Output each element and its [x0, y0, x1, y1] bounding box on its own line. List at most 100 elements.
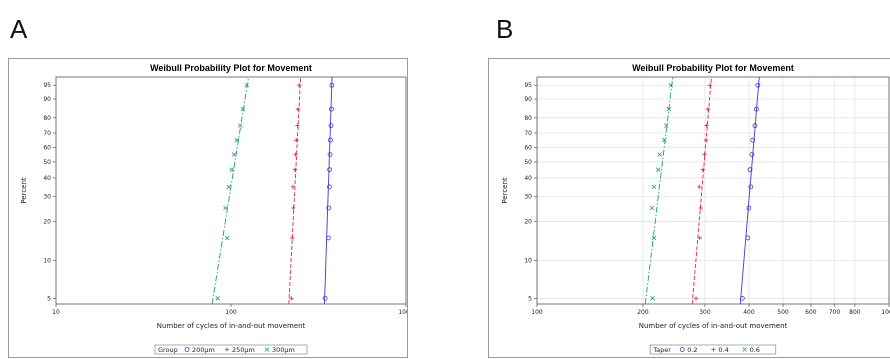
series-2-fit-line: [211, 76, 250, 305]
series-2-point: [657, 152, 662, 157]
x-tick-label: 600: [805, 309, 817, 316]
y-tick-label: 40: [524, 175, 532, 182]
legend-entry: 200μm: [192, 346, 215, 354]
y-tick-label: 95: [524, 82, 532, 89]
series-2-point: [651, 235, 657, 241]
y-tick-label: 80: [524, 115, 532, 122]
series-0-point: [753, 106, 759, 112]
legend-entry: 0.2: [687, 346, 697, 354]
legend: Taper 0.2 0.4 0.6: [649, 344, 777, 355]
x-tick-label: 100: [531, 309, 543, 316]
y-tick-label: 95: [43, 82, 51, 89]
series-2-point: [238, 123, 243, 128]
legend-marker: [184, 347, 190, 352]
series-2-point: [240, 106, 246, 112]
series-2-point: [651, 184, 657, 190]
series-2-point: [231, 152, 237, 157]
series-0-point: [755, 82, 761, 88]
panel-label-a: A: [10, 14, 28, 44]
panel-label-b: B: [496, 14, 514, 44]
x-tick-label: 800: [849, 309, 861, 316]
series-1-point: [702, 152, 707, 157]
x-tick-label: 10: [52, 309, 60, 316]
y-tick-label: 50: [43, 159, 51, 166]
x-axis-label: Number of cycles of in-and-out movement: [639, 322, 788, 330]
y-tick-label: 40: [43, 175, 51, 182]
series-2-point: [655, 167, 661, 172]
y-tick-label: 50: [524, 159, 532, 166]
y-tick-label: 70: [43, 130, 51, 137]
x-tick-label: 500: [777, 309, 789, 316]
series-0-fit-line: [739, 76, 760, 305]
legend-title: Group: [158, 346, 178, 354]
series-0-point: [739, 295, 745, 301]
legend-marker: [225, 347, 229, 352]
series-0-point: [749, 152, 755, 157]
series-0-point: [747, 167, 753, 173]
x-tick-label: 700: [829, 309, 841, 316]
series-0-fit-line: [324, 76, 333, 305]
series-2-point: [662, 137, 667, 143]
series-1-point: [693, 296, 699, 301]
y-tick-label: 10: [43, 258, 51, 265]
y-tick-label: 60: [43, 144, 51, 151]
series-1-point: [705, 106, 711, 112]
series-1-point: [703, 137, 709, 143]
series-2-point: [224, 235, 230, 241]
series-0-point: [750, 137, 756, 143]
series-2-point: [668, 82, 674, 88]
series-2-point: [244, 82, 250, 88]
series-1-fit-line: [288, 76, 302, 305]
legend: Group 200μm 250μm 300μm: [154, 344, 308, 355]
legend-entry: 250μm: [232, 346, 255, 354]
series-0-point: [752, 123, 758, 129]
series-1-point: [704, 123, 709, 128]
series-0-point: [326, 205, 332, 211]
series-2-point: [666, 106, 672, 112]
series-0-point: [325, 235, 331, 241]
y-tick-label: 90: [524, 96, 532, 103]
series-1-point: [290, 235, 295, 241]
x-tick-label: 300: [699, 309, 711, 316]
legend-entry: 0.6: [750, 346, 760, 354]
legend-title: Taper: [652, 346, 671, 354]
weibull-chart-a: Weibull Probability Plot for Movement 10 1…: [8, 58, 408, 358]
legend-frame: [154, 344, 308, 355]
x-tick-label: 400: [743, 309, 755, 316]
series-1-point: [698, 205, 704, 211]
series-2-point: [234, 137, 240, 143]
series-2-point: [664, 123, 669, 128]
legend-marker: [711, 347, 716, 352]
plot-frame: [536, 76, 890, 305]
series-1-point: [290, 184, 296, 190]
series-0-point: [748, 184, 754, 190]
chart-title: Weibull Probability Plot for Movement: [632, 63, 794, 73]
y-tick-label: 30: [43, 194, 51, 201]
series-1-point: [289, 296, 294, 301]
series-1-point: [293, 152, 298, 157]
y-axis-label: Percent: [501, 177, 509, 204]
legend-marker: [264, 347, 270, 352]
legend-entry: 300μm: [272, 346, 295, 354]
series-1-point: [700, 167, 706, 172]
series-1-point: [707, 83, 713, 88]
series-1-fit-line: [691, 76, 712, 305]
y-tick-label: 5: [47, 295, 51, 302]
series-0-point: [327, 184, 332, 190]
series-0-point: [328, 123, 334, 129]
x-tick-label: 1000: [881, 309, 890, 316]
series-0-point: [322, 295, 328, 301]
weibull-chart-b: Weibull Probability Plot for Movement 100…: [488, 58, 890, 358]
legend-entry: 0.4: [718, 346, 728, 354]
y-axis-label: Percent: [20, 177, 28, 204]
series-0-point: [327, 152, 333, 157]
series-0-point: [328, 137, 333, 143]
series-1-point: [291, 205, 296, 211]
y-tick-label: 10: [524, 258, 532, 265]
series-0-point: [745, 235, 751, 241]
series-0-point: [329, 106, 334, 112]
y-tick-label: 30: [524, 194, 532, 201]
chart-title: Weibull Probability Plot for Movement: [150, 63, 312, 73]
series-1-point: [697, 235, 702, 241]
legend-marker: [742, 347, 747, 352]
